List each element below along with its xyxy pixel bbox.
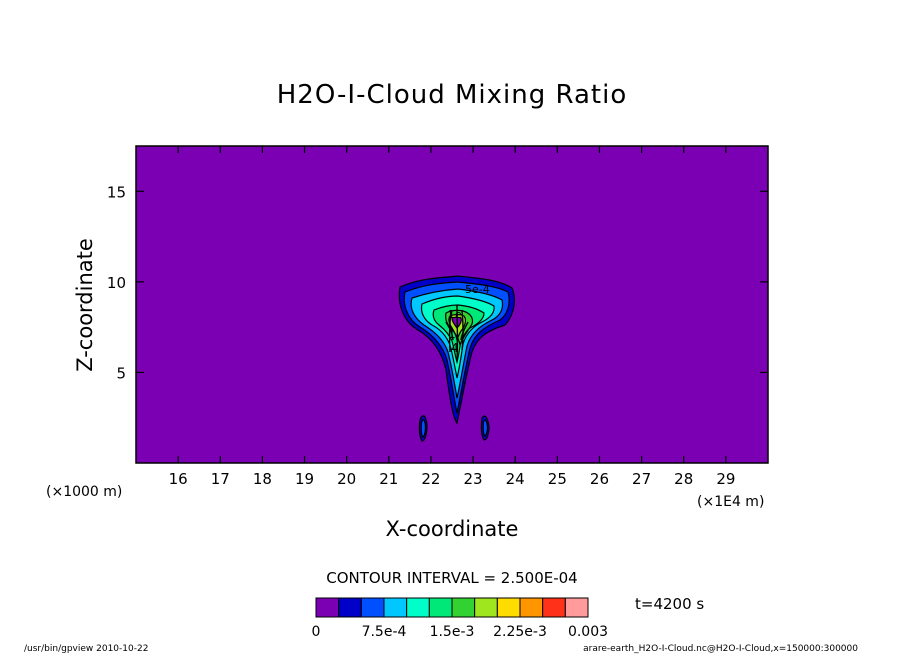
contour-label: 4 [451, 341, 459, 355]
x-tick-label: 22 [421, 470, 440, 488]
colorbar-swatch [543, 598, 566, 617]
colorbar-swatch [452, 598, 475, 617]
contour-interval-text: CONTOUR INTERVAL = 2.500E-04 [326, 569, 577, 587]
x-tick-label: 21 [379, 470, 398, 488]
colorbar-swatch [316, 598, 339, 617]
colorbar-tick-label: 7.5e-4 [362, 624, 407, 640]
y-tick-label: 10 [107, 274, 126, 292]
contour-label: 5e-4 [465, 283, 490, 296]
x-tick-label: 16 [169, 470, 188, 488]
x-tick-label: 28 [674, 470, 693, 488]
colorbar-tick-labels: 0 7.5e-4 1.5e-3 2.25e-3 0.003 [312, 624, 609, 640]
x-tick-label: 25 [548, 470, 567, 488]
footer-left-text: /usr/bin/gpview 2010-10-22 [24, 644, 148, 654]
colorbar-swatch [407, 598, 430, 617]
colorbar-swatch [497, 598, 520, 617]
colorbar-tick-label: 0 [312, 624, 321, 640]
footer-right-text: arare-earth_H2O-I-Cloud.nc@H2O-I-Cloud,x… [583, 644, 858, 654]
colorbar-tick-label: 2.25e-3 [493, 624, 547, 640]
colorbar-swatch [475, 598, 498, 617]
x-tick-label: 23 [464, 470, 483, 488]
x-tick-label: 20 [337, 470, 356, 488]
x-tick-label: 26 [590, 470, 609, 488]
colorbar [316, 598, 588, 617]
y-tick-label: 5 [116, 364, 126, 382]
time-text: t=4200 s [635, 595, 704, 613]
x-tick-label: 19 [295, 470, 314, 488]
x-axis-label: X-coordinate [386, 517, 519, 541]
y-axis-label: Z-coordinate [73, 238, 97, 372]
colorbar-swatch [565, 598, 588, 617]
x-tick-label: 29 [716, 470, 735, 488]
x-axis-unit-left: (×1000 m) [46, 484, 122, 500]
chart-title: H2O-I-Cloud Mixing Ratio [277, 80, 628, 110]
colorbar-swatch [339, 598, 362, 617]
x-tick-label: 17 [211, 470, 230, 488]
x-axis-unit-right: (×1E4 m) [697, 494, 764, 510]
x-tick-label: 24 [506, 470, 525, 488]
contour-label: 1e [448, 308, 462, 321]
x-tick-label: 27 [632, 470, 651, 488]
y-tick-label: 15 [107, 183, 126, 201]
colorbar-swatch [520, 598, 543, 617]
colorbar-tick-label: 1.5e-3 [430, 624, 475, 640]
colorbar-swatch [429, 598, 452, 617]
plot-area: 5e-4 1 1e 4 16 17 18 19 20 21 22 23 24 25 26 27 28 29 5 1… [107, 146, 768, 488]
x-tick-label: 18 [253, 470, 272, 488]
colorbar-tick-label: 0.003 [568, 624, 608, 640]
colorbar-swatch [361, 598, 384, 617]
colorbar-swatch [384, 598, 407, 617]
contour-label: 1 [448, 327, 456, 341]
